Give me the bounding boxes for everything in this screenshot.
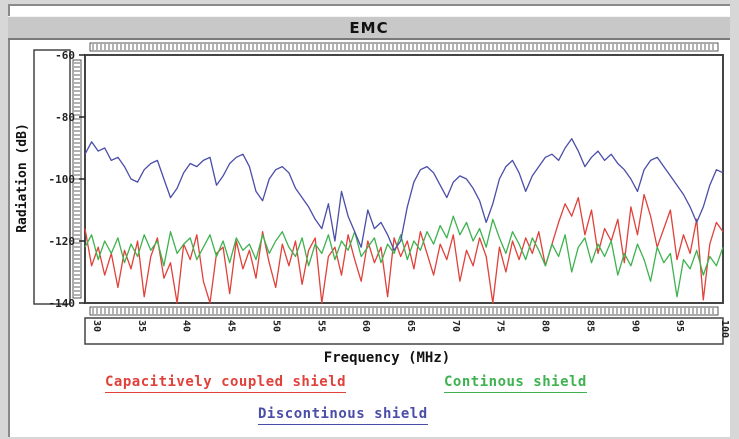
- x-tick-label: 80: [540, 320, 551, 332]
- x-tick-label: 30: [91, 320, 102, 332]
- series-line-1: [84, 215, 724, 298]
- x-tick-label: 90: [629, 320, 640, 332]
- y-label-box: [33, 49, 71, 305]
- y-tick-label: -80: [55, 111, 75, 124]
- bottom-ruler: [89, 306, 719, 316]
- x-tick-label: 95: [674, 320, 685, 332]
- plot-area: [84, 54, 724, 304]
- x-tick-label: 55: [315, 320, 326, 332]
- window-title: EMC: [349, 18, 389, 37]
- y-tick-label: -120: [49, 235, 76, 248]
- y-tick-label: -60: [55, 49, 75, 62]
- title-bar: EMC: [8, 16, 730, 40]
- y-tick-label: -100: [49, 173, 76, 186]
- legend-capacitively-coupled: Capacitively coupled shield: [105, 374, 347, 393]
- ruler-scales: [33, 42, 724, 345]
- y-axis-label: Radiation (dB): [15, 123, 30, 233]
- x-tick-label: 85: [584, 320, 595, 332]
- x-tick-label: 40: [181, 320, 192, 332]
- x-axis-label: Frequency (MHz): [324, 350, 450, 366]
- y-tick-label: -140: [49, 297, 76, 310]
- x-tick-label: 35: [136, 320, 147, 332]
- legend-discontinous: Discontinous shield: [258, 406, 428, 425]
- x-tick-label: 45: [226, 320, 237, 332]
- x-tick-box: [84, 317, 724, 345]
- x-tick-label: 70: [450, 320, 461, 332]
- x-tick-label: 75: [495, 320, 506, 332]
- x-tick-label: 65: [405, 320, 416, 332]
- x-tick-label: 60: [360, 320, 371, 332]
- x-tick-label: 100: [719, 320, 730, 338]
- legend-continous: Continous shield: [444, 374, 587, 393]
- series-line-2: [84, 138, 724, 251]
- axes-group: -60 -80 -100 -120 -140 30 35 40 45 50 55 60 65 70 75 80…: [49, 49, 731, 338]
- series-group: [84, 138, 724, 304]
- x-tick-label: 50: [270, 320, 281, 332]
- top-ruler: [89, 42, 719, 52]
